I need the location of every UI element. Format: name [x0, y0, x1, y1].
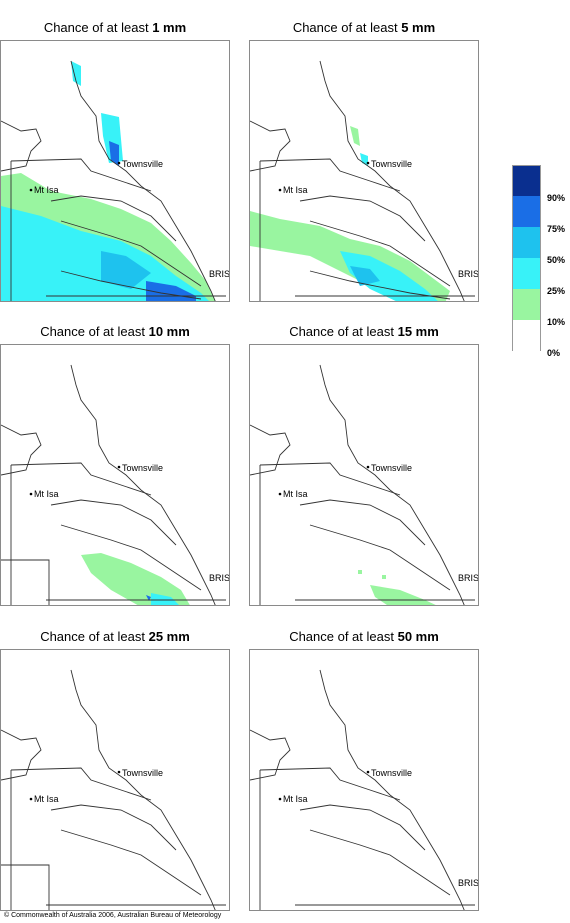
label-townsville: Townsville — [371, 463, 412, 473]
title-threshold: 50 mm — [397, 629, 439, 644]
legend-label-75: 75% — [547, 224, 566, 234]
map-outline — [1, 364, 226, 605]
map-outline — [1, 669, 226, 910]
title-prefix: Chance of at least — [40, 629, 149, 644]
map-svg-10mm: Townsville Mt Isa BRIS — [1, 364, 230, 605]
title-prefix: Chance of at least — [43, 20, 153, 35]
title-prefix: Chance of at least — [289, 629, 398, 644]
rain-overlay — [250, 126, 450, 301]
title-threshold: 5 mm — [401, 20, 436, 35]
map-panel-25mm: Townsville Mt Isa — [0, 649, 230, 911]
label-bris: BRIS — [209, 269, 230, 279]
legend-swatch-75 — [512, 196, 541, 227]
label-bris: BRIS — [458, 878, 479, 888]
label-bris: BRIS — [458, 573, 479, 583]
legend-swatch-50 — [512, 227, 541, 258]
panel-title-15mm: Chance of at least 15 mm — [249, 324, 479, 339]
label-townsville: Townsville — [122, 159, 163, 169]
panel-title-10mm: Chance of at least 10 mm — [0, 324, 230, 339]
label-mt-isa: Mt Isa — [34, 489, 59, 499]
title-prefix: Chance of at least — [289, 324, 398, 339]
title-threshold: 1 mm — [152, 20, 187, 35]
map-outline — [250, 364, 475, 605]
title-prefix: Chance of at least — [40, 324, 149, 339]
legend-label-50: 50% — [547, 255, 566, 265]
map-panel-50mm: Townsville Mt Isa BRIS — [249, 649, 479, 911]
label-bris: BRIS — [458, 269, 479, 279]
legend-label-25: 25% — [547, 286, 566, 296]
map-panel-1mm: Townsville Mt Isa BRIS — [0, 40, 230, 302]
map-panel-10mm: Townsville Mt Isa BRIS — [0, 344, 230, 606]
title-threshold: 25 mm — [148, 629, 190, 644]
panel-title-25mm: Chance of at least 25 mm — [0, 629, 230, 644]
map-outline — [1, 60, 226, 301]
label-mt-isa: Mt Isa — [283, 794, 308, 804]
map-svg-15mm: Townsville Mt Isa BRIS — [250, 364, 479, 605]
map-outline — [250, 669, 475, 910]
label-mt-isa: Mt Isa — [34, 185, 59, 195]
legend-label-0: 0% — [547, 348, 561, 358]
legend-swatch-90 — [512, 165, 541, 196]
panel-title-1mm: Chance of at least 1 mm — [0, 20, 230, 35]
map-svg-1mm: Townsville Mt Isa BRIS — [1, 60, 230, 301]
map-panel-15mm: Townsville Mt Isa BRIS — [249, 344, 479, 606]
map-svg-5mm: Townsville Mt Isa BRIS — [250, 60, 479, 301]
label-townsville: Townsville — [371, 768, 412, 778]
title-threshold: 10 mm — [148, 324, 190, 339]
rain-overlay — [1, 61, 216, 301]
title-threshold: 15 mm — [397, 324, 439, 339]
legend-label-90: 90% — [547, 193, 566, 203]
title-prefix: Chance of at least — [292, 20, 402, 35]
map-outline — [250, 60, 475, 301]
legend-swatch-10 — [512, 289, 541, 320]
panel-title-5mm: Chance of at least 5 mm — [249, 20, 479, 35]
label-bris: BRIS — [209, 573, 230, 583]
label-mt-isa: Mt Isa — [283, 489, 308, 499]
label-townsville: Townsville — [122, 463, 163, 473]
rain-overlay — [81, 553, 190, 605]
label-mt-isa: Mt Isa — [283, 185, 308, 195]
legend-swatch-0 — [512, 320, 541, 351]
map-svg-50mm: Townsville Mt Isa BRIS — [250, 669, 479, 910]
probability-legend: 90% 75% 50% 25% 10% 0% — [512, 165, 565, 358]
label-townsville: Townsville — [122, 768, 163, 778]
map-svg-25mm: Townsville Mt Isa — [1, 669, 226, 910]
copyright-notice: © Commonwealth of Australia 2006, Austra… — [4, 912, 222, 919]
label-townsville: Townsville — [371, 159, 412, 169]
legend-swatch-25 — [512, 258, 541, 289]
panel-title-50mm: Chance of at least 50 mm — [249, 629, 479, 644]
legend-label-10: 10% — [547, 317, 566, 327]
label-mt-isa: Mt Isa — [34, 794, 59, 804]
map-panel-5mm: Townsville Mt Isa BRIS — [249, 40, 479, 302]
